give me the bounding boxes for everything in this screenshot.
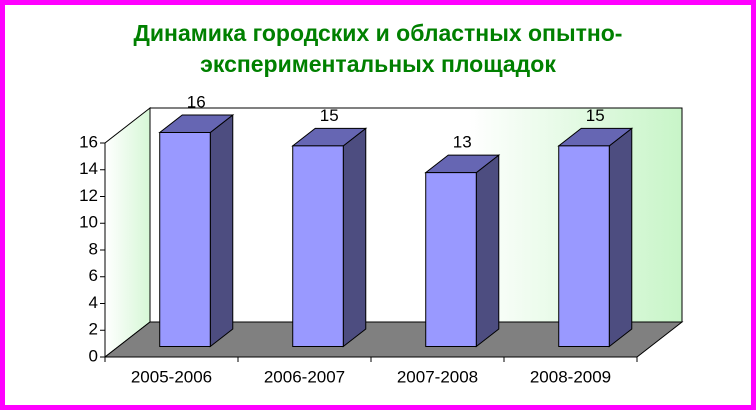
x-tick-label: 2005-2006 bbox=[131, 367, 212, 386]
x-tick-label: 2007-2008 bbox=[397, 367, 478, 386]
y-tick-label: 16 bbox=[79, 132, 98, 151]
bar-side bbox=[608, 127, 633, 348]
value-label: 16 bbox=[187, 92, 206, 111]
plot-area: 0 2 4 6 8 10 12 14 16 16 2005-2006 15 2006-2007 13 200… bbox=[79, 92, 684, 386]
y-tick-label: 6 bbox=[89, 266, 98, 285]
y-tick-label: 2 bbox=[89, 320, 98, 339]
bar bbox=[425, 172, 477, 347]
value-label: 13 bbox=[453, 133, 472, 152]
bar-side bbox=[475, 154, 500, 348]
y-tick-label: 14 bbox=[79, 159, 98, 178]
y-tick-label: 12 bbox=[79, 186, 98, 205]
bar bbox=[159, 132, 211, 347]
y-tick-label: 8 bbox=[89, 239, 98, 258]
bar bbox=[558, 145, 610, 347]
y-tick-label: 0 bbox=[89, 346, 98, 365]
y-tick-label: 4 bbox=[89, 293, 98, 312]
bar-side bbox=[342, 127, 367, 348]
side-wall bbox=[104, 106, 151, 359]
value-label: 15 bbox=[320, 106, 339, 125]
chart-title: Динамика городских и областных опытно- bbox=[134, 20, 623, 46]
y-tick-label: 10 bbox=[79, 213, 98, 232]
bar bbox=[292, 145, 344, 347]
x-tick-label: 2008-2009 bbox=[530, 367, 611, 386]
value-label: 15 bbox=[586, 106, 605, 125]
bar-side bbox=[209, 113, 234, 348]
chart-title: экспериментальных площадок bbox=[200, 51, 556, 77]
x-tick-label: 2006-2007 bbox=[264, 367, 345, 386]
